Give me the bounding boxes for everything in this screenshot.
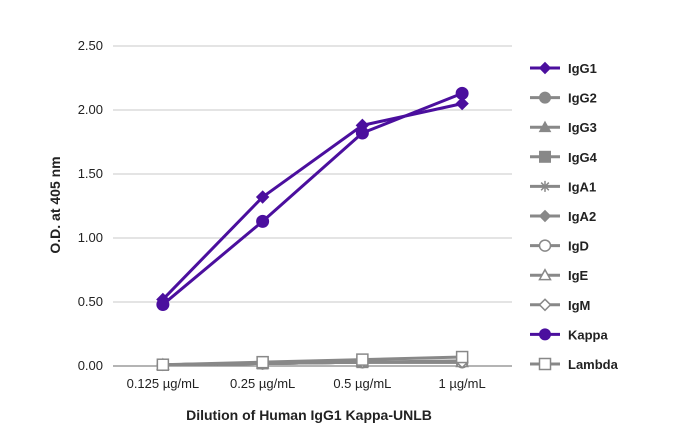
y-tick-label: 2.50	[78, 38, 103, 53]
legend-label-igm: IgM	[568, 298, 590, 313]
legend-item-ige: IgE	[530, 268, 589, 283]
legend-item-igg2: IgG2	[530, 91, 597, 106]
series-kappa	[156, 86, 469, 312]
legend-marker-igg1	[538, 61, 552, 75]
axis-layer: 0.00 0.50 1.00 1.50 2.00 2.50 0.125 µg/mL 0.25 …	[78, 38, 512, 391]
legend-item-igd: IgD	[530, 239, 589, 254]
legend-item-igm: IgM	[530, 298, 590, 313]
legend-label-igg2: IgG2	[568, 91, 597, 106]
data-point-kappa	[256, 214, 270, 228]
legend-label-igd: IgD	[568, 239, 589, 254]
data-point-kappa	[156, 298, 170, 312]
legend-item-iga1: IgA1	[530, 179, 596, 194]
y-tick-label: 0.00	[78, 358, 103, 373]
legend-label-lambda: Lambda	[568, 357, 619, 372]
data-point-lambda	[356, 353, 369, 366]
x-tick-label: 0.5 µg/mL	[333, 376, 391, 391]
legend-label-kappa: Kappa	[568, 327, 609, 342]
legend-marker-igg3	[538, 120, 552, 133]
y-tick-label: 1.00	[78, 230, 103, 245]
y-tick-label: 2.00	[78, 102, 103, 117]
legend-item-iga2: IgA2	[530, 209, 596, 224]
legend-label-igg4: IgG4	[568, 150, 598, 165]
series-line-kappa	[161, 91, 463, 306]
legend-marker-kappa	[539, 328, 551, 341]
series-layer	[156, 86, 469, 372]
series-line-lambda	[162, 355, 463, 367]
legend-marker-iga2	[538, 209, 552, 223]
legend-item-igg3: IgG3	[530, 120, 597, 135]
legend: IgG1 IgG2 IgG3 IgG4 IgA1 IgA2 IgD IgE IgM Kappa La…	[530, 61, 619, 372]
legend-marker-ige	[538, 268, 552, 281]
grid-layer	[113, 45, 512, 303]
legend-marker-igg2	[539, 91, 551, 104]
legend-marker-igd	[538, 239, 552, 252]
data-point-igg1	[455, 96, 469, 111]
legend-label-igg3: IgG3	[568, 120, 597, 135]
legend-label-igg1: IgG1	[568, 61, 597, 76]
legend-marker-lambda	[538, 357, 552, 371]
data-point-lambda	[455, 350, 469, 364]
y-axis-title: O.D. at 405 nm	[47, 156, 63, 253]
data-point-igg1	[255, 190, 270, 204]
legend-item-lambda: Lambda	[530, 357, 619, 372]
legend-marker-iga1	[539, 180, 551, 192]
legend-marker-igg4	[539, 150, 551, 163]
legend-label-iga1: IgA1	[568, 179, 596, 194]
x-tick-label: 0.25 µg/mL	[230, 376, 295, 391]
legend-item-kappa: Kappa	[530, 327, 609, 342]
data-point-lambda	[256, 355, 269, 369]
legend-marker-igm	[538, 298, 552, 312]
data-point-kappa	[355, 126, 369, 140]
series-lambda	[156, 350, 469, 371]
legend-item-igg1: IgG1	[530, 61, 597, 76]
x-axis-title: Dilution of Human IgG1 Kappa-UNLB	[186, 407, 432, 423]
data-point-lambda	[156, 358, 170, 371]
x-tick-label: 1 µg/mL	[439, 376, 486, 391]
legend-item-igg4: IgG4	[530, 150, 598, 165]
data-point-kappa	[455, 86, 469, 100]
series-igg1	[156, 96, 469, 307]
y-tick-label: 0.50	[78, 294, 103, 309]
x-tick-label: 0.125 µg/mL	[127, 376, 200, 391]
legend-label-ige: IgE	[568, 268, 589, 283]
legend-label-iga2: IgA2	[568, 209, 596, 224]
y-tick-label: 1.50	[78, 166, 103, 181]
series-line-igg1	[161, 102, 463, 301]
